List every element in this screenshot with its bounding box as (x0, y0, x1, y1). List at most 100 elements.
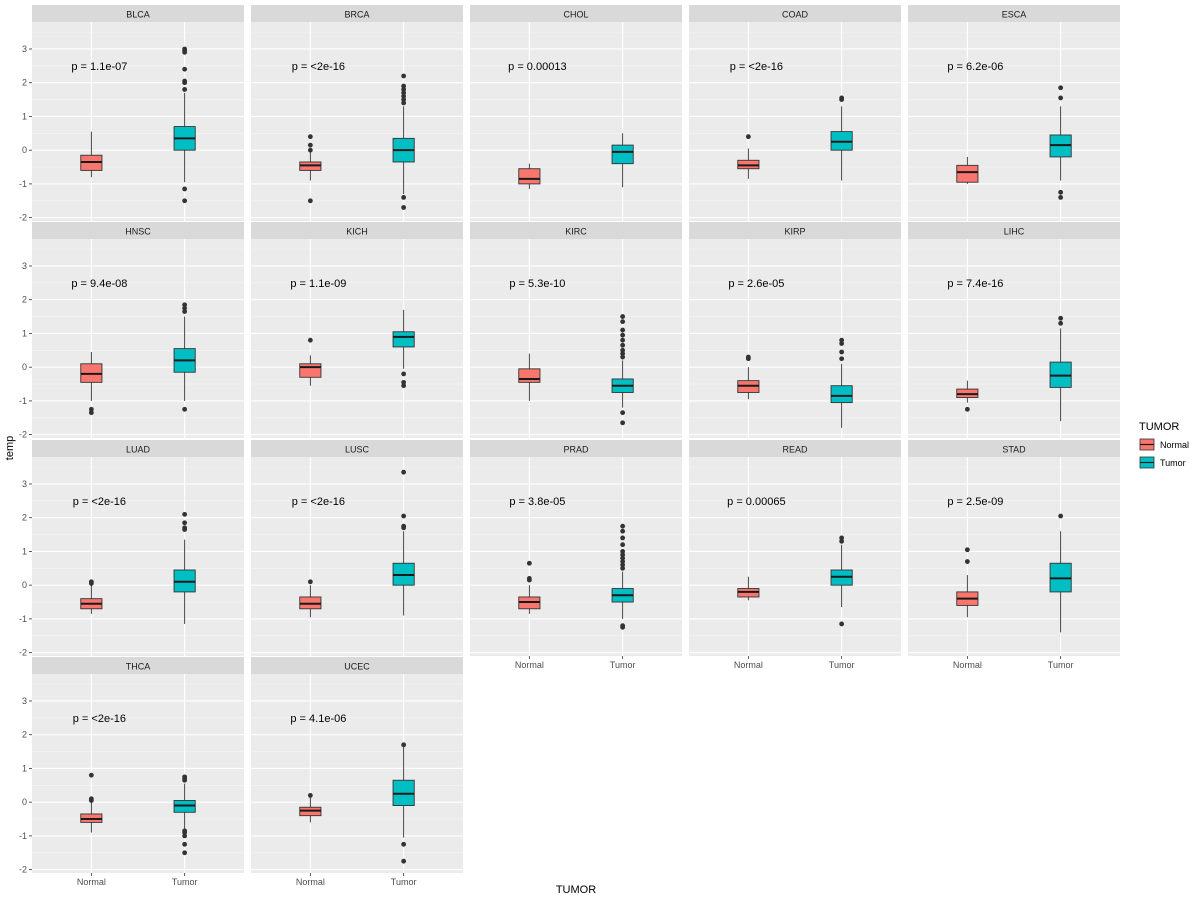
outlier-point (839, 356, 845, 362)
box-tumor (611, 133, 634, 188)
outlier-point (182, 302, 188, 308)
facet-strip-label: KICH (346, 227, 368, 237)
outlier-point (182, 406, 188, 412)
panel-background (251, 22, 463, 221)
panel-background (908, 457, 1120, 656)
outlier-point (839, 337, 845, 343)
outlier-point (620, 347, 626, 353)
x-tick-label: Normal (734, 660, 763, 670)
box-normal (80, 772, 103, 833)
panel-background (32, 457, 244, 656)
y-tick-label: 2 (22, 295, 27, 305)
legend-entry-normal: Normal (1139, 438, 1189, 451)
outlier-point (620, 523, 626, 529)
facet-kich: KICH p = 1.1e-09 (251, 222, 463, 438)
box-tumor (392, 469, 415, 616)
outlier-point (839, 97, 845, 102)
panel-background (32, 674, 244, 873)
y-tick-label: 2 (22, 730, 27, 740)
facet-coad: COAD p = <2e-16 (689, 5, 901, 221)
box-normal (518, 560, 541, 614)
y-tick-label: 1 (22, 328, 27, 338)
x-tick-label: Tumor (829, 660, 855, 670)
y-tick-label: -2 (19, 648, 27, 658)
facet-strip (689, 440, 901, 457)
box-normal (299, 337, 322, 386)
facet-strip (32, 222, 244, 239)
panel-background (470, 239, 682, 438)
y-tick-label: 3 (22, 479, 27, 489)
box-tumor (1049, 513, 1072, 633)
legend-title: TUMOR (1139, 421, 1179, 433)
outlier-point (620, 549, 626, 554)
outlier-point (964, 547, 970, 553)
panel-background (689, 239, 901, 438)
outlier-point (620, 327, 626, 333)
facet-strip-label: KIRC (565, 227, 587, 237)
outlier-point (401, 742, 407, 748)
outlier-point (526, 577, 532, 583)
panel-background (908, 239, 1120, 438)
p-value-label: p = <2e-16 (292, 496, 345, 508)
outlier-point (620, 624, 626, 630)
box-tumor (611, 314, 634, 426)
outlier-point (88, 798, 94, 803)
p-value-label: p = <2e-16 (292, 61, 345, 73)
outlier-point (1058, 320, 1064, 326)
outlier-point (401, 100, 407, 106)
y-tick-label: 1 (22, 763, 27, 773)
facet-esca: ESCA p = 6.2e-06 (908, 5, 1120, 221)
y-tick-label: -1 (19, 831, 27, 841)
outlier-point (620, 337, 626, 343)
outlier-point (401, 90, 407, 96)
y-tick-label: -1 (19, 396, 27, 406)
facet-strip (251, 440, 463, 457)
y-tick-label: 0 (22, 362, 27, 372)
facet-read: READ p = 0.00065 Normal Tumor (689, 440, 901, 670)
outlier-point (620, 542, 626, 548)
outlier-point (182, 830, 188, 835)
outlier-point (620, 332, 626, 338)
panel-background (251, 239, 463, 438)
box-tumor (611, 523, 634, 630)
p-value-label: p = 1.1e-09 (290, 278, 346, 290)
outlier-point (401, 73, 407, 79)
x-tick-label: Normal (953, 660, 982, 670)
outlier-point (526, 560, 532, 566)
box-iqr (299, 363, 322, 378)
outlier-point (401, 97, 407, 102)
y-tick-label: 0 (22, 797, 27, 807)
facet-strip-label: KIRP (784, 227, 805, 237)
y-tick-label: 3 (22, 696, 27, 706)
facet-luad: LUAD -2 -1 0 1 2 3 p = <2e-16 (19, 440, 244, 658)
outlier-point (401, 469, 407, 475)
outlier-point (839, 535, 845, 541)
outlier-point (401, 371, 407, 377)
facet-strip-label: THCA (126, 662, 151, 672)
outlier-point (964, 559, 970, 564)
x-tick-label: Normal (296, 877, 325, 887)
box-iqr (518, 368, 541, 383)
outlier-point (745, 134, 751, 140)
facet-strip (908, 5, 1120, 22)
y-tick-label: 3 (22, 261, 27, 271)
y-tick-label: 3 (22, 44, 27, 54)
outlier-point (745, 356, 751, 362)
outlier-point (620, 562, 626, 568)
box-tumor (173, 302, 196, 412)
p-value-label: p = 2.6e-05 (728, 278, 784, 290)
outlier-point (964, 406, 970, 412)
facet-strip-label: BLCA (126, 10, 150, 20)
facet-strip-label: STAD (1002, 445, 1026, 455)
box-normal (80, 351, 103, 416)
facet-chol: CHOL p = 0.00013 (470, 5, 682, 221)
facet-strip-label: LIHC (1004, 227, 1025, 237)
outlier-point (620, 535, 626, 541)
outlier-point (401, 205, 407, 210)
legend: TUMOR Normal Tumor (1139, 421, 1189, 469)
facet-stad: STAD p = 2.5e-09 Normal Tumor (908, 440, 1120, 670)
outlier-point (1058, 315, 1064, 321)
legend-entry-tumor: Tumor (1139, 456, 1186, 469)
facet-thca: THCA -2 -1 0 1 2 3 p = <2e-16 Normal Tumor (19, 657, 244, 887)
outlier-point (182, 841, 188, 847)
